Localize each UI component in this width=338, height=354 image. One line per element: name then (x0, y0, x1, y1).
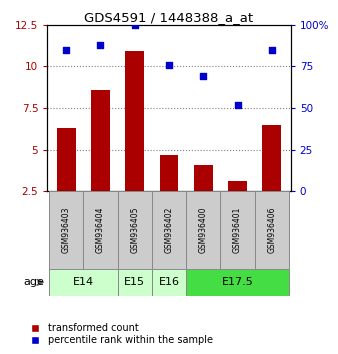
Bar (125, 51, 144, 233)
Text: GSM936402: GSM936402 (165, 207, 173, 253)
Point (235, 102, 240, 108)
Text: E16: E16 (159, 277, 179, 287)
Point (200, 74, 206, 79)
Bar (83, 191, 118, 269)
Bar (152, 269, 186, 296)
Bar (49, 191, 83, 269)
Point (269, 47, 274, 52)
Text: GSM936400: GSM936400 (199, 207, 208, 253)
Text: GSM936404: GSM936404 (96, 207, 105, 253)
Bar (160, 155, 178, 233)
Point (132, 22, 138, 28)
Text: GSM936405: GSM936405 (130, 207, 139, 253)
Bar (118, 191, 152, 269)
Text: E14: E14 (73, 277, 94, 287)
Bar (152, 191, 186, 269)
Text: GSM936403: GSM936403 (62, 207, 71, 253)
Bar (91, 90, 110, 233)
Title: GDS4591 / 1448388_a_at: GDS4591 / 1448388_a_at (84, 11, 254, 24)
Bar (118, 269, 152, 296)
Bar (57, 128, 76, 233)
Text: GSM936401: GSM936401 (233, 207, 242, 253)
Bar (255, 191, 289, 269)
Text: E17.5: E17.5 (222, 277, 254, 287)
Bar (49, 269, 118, 296)
Bar (186, 269, 289, 296)
Text: age: age (23, 277, 44, 287)
Legend: transformed count, percentile rank within the sample: transformed count, percentile rank withi… (22, 319, 217, 349)
Bar (194, 165, 213, 233)
Bar (220, 191, 255, 269)
Bar (186, 191, 220, 269)
Text: E15: E15 (124, 277, 145, 287)
Bar (262, 125, 281, 233)
Point (64, 47, 69, 52)
Point (166, 62, 172, 68)
Text: GSM936406: GSM936406 (267, 207, 276, 253)
Bar (228, 181, 247, 233)
Point (98, 42, 103, 47)
